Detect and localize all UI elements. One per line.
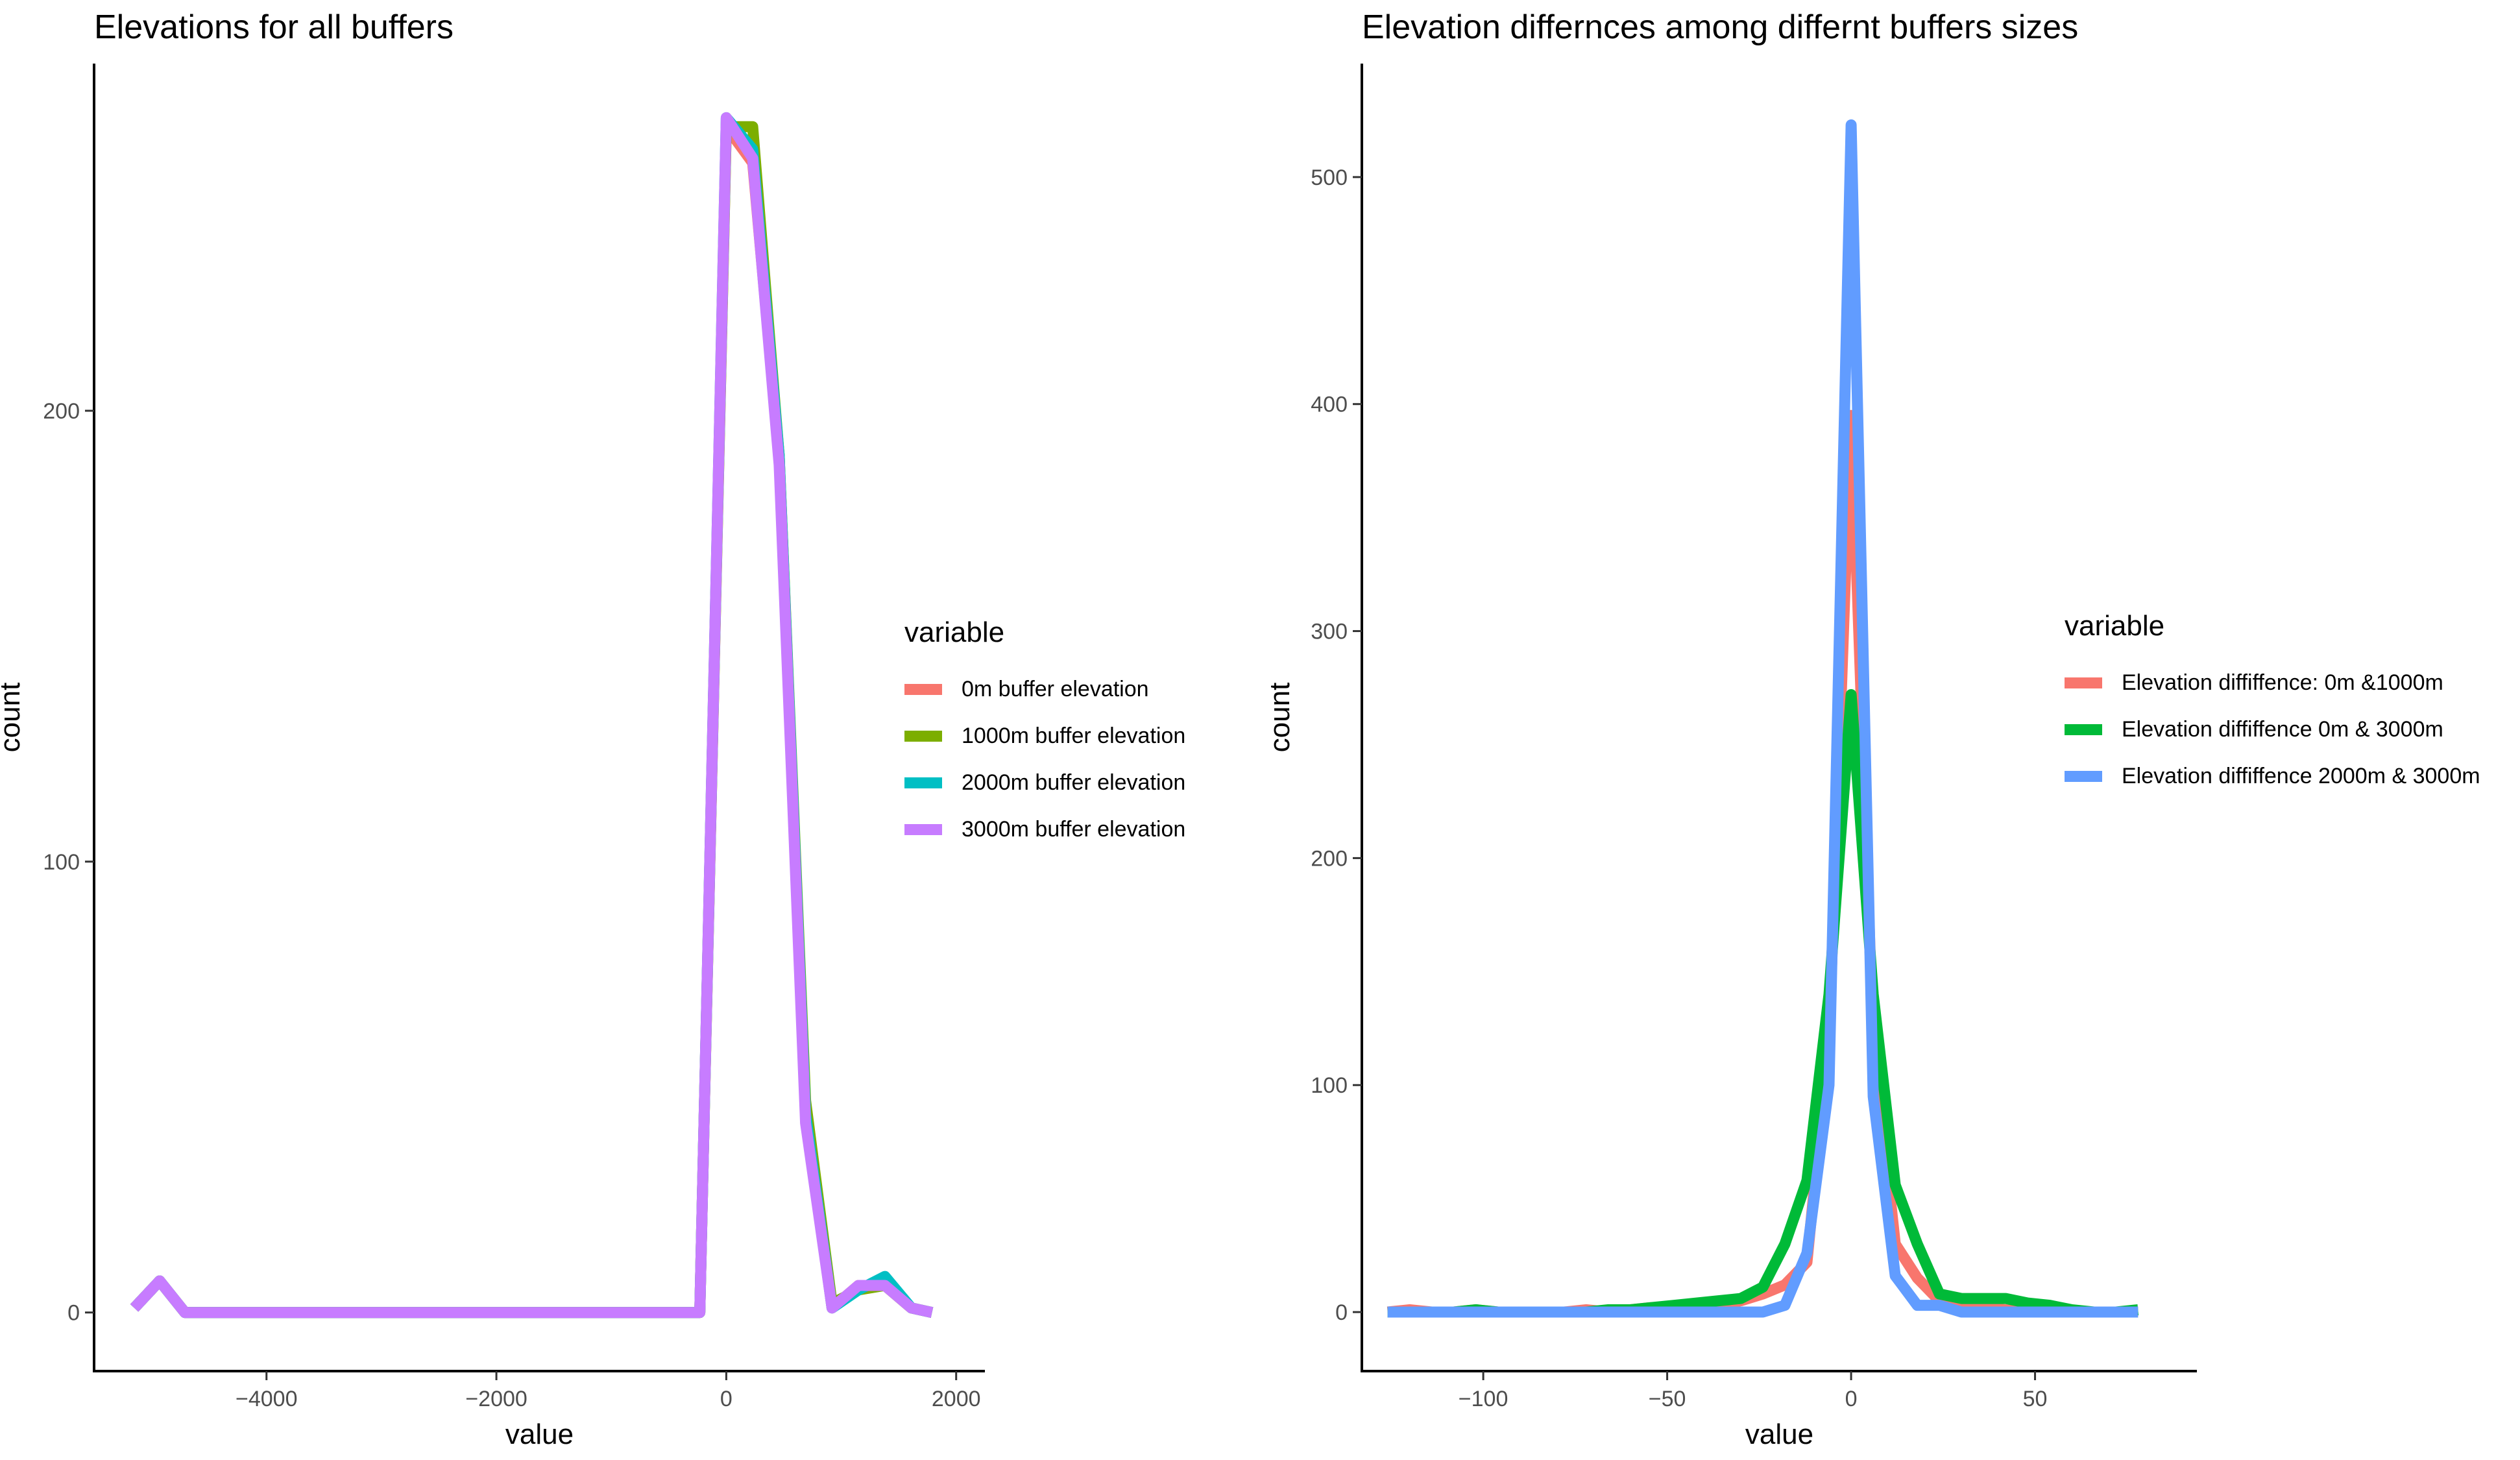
chart-panel-left: Elevations for all buffers −4000 −2000 0 20… bbox=[0, 8, 1185, 1450]
x-tick-label: −4000 bbox=[236, 1387, 298, 1411]
legend-label: Elevation diffiffence 0m & 3000m bbox=[2122, 716, 2443, 742]
plot-area: −4000 −2000 0 2000 0 100 200 value count bbox=[0, 64, 985, 1450]
y-tick-label: 100 bbox=[1311, 1073, 1348, 1098]
legend-item: 0m buffer elevation bbox=[904, 666, 1185, 712]
legend-item: Elevation diffiffence 2000m & 3000m bbox=[2065, 753, 2480, 799]
legend-items: Elevation diffiffence: 0m &1000m Elevatio… bbox=[2065, 659, 2480, 799]
x-tick-label: −100 bbox=[1459, 1387, 1508, 1411]
legend-swatch bbox=[2065, 724, 2102, 735]
legend-title: variable bbox=[904, 616, 1005, 648]
legend-label: 1000m buffer elevation bbox=[962, 723, 1186, 748]
series-line bbox=[130, 112, 934, 1319]
legend-item: Elevation diffiffence 0m & 3000m bbox=[2065, 706, 2480, 753]
x-tick-label: −50 bbox=[1649, 1387, 1686, 1411]
legend-swatch bbox=[904, 777, 942, 788]
chart-title: Elevation differnces among differnt buff… bbox=[1362, 8, 2079, 46]
legend-label: 0m buffer elevation bbox=[962, 676, 1149, 701]
legend-swatch bbox=[2065, 677, 2102, 688]
series-line bbox=[1387, 409, 2138, 1318]
y-axis-title: count bbox=[1264, 683, 1296, 753]
legend-items: 0m buffer elevation 1000m buffer elevatio… bbox=[904, 666, 1185, 853]
y-tick-label: 0 bbox=[1335, 1300, 1348, 1325]
y-tick-label: 200 bbox=[1311, 846, 1348, 871]
y-tick-label: 400 bbox=[1311, 393, 1348, 417]
legend: variable Elevation diffiffence: 0m &1000… bbox=[2065, 610, 2480, 799]
y-tick-label: 300 bbox=[1311, 620, 1348, 644]
x-tick-label: 0 bbox=[1845, 1387, 1858, 1411]
legend-swatch bbox=[904, 730, 942, 742]
y-axis-title: count bbox=[0, 683, 26, 753]
legend-label: 2000m buffer elevation bbox=[962, 770, 1186, 795]
legend-swatch bbox=[904, 683, 942, 695]
legend-item: 1000m buffer elevation bbox=[904, 712, 1185, 759]
series-line bbox=[1387, 119, 2138, 1318]
x-tick-label: −2000 bbox=[465, 1387, 527, 1411]
x-axis-title: value bbox=[1745, 1418, 1813, 1450]
legend-swatch bbox=[904, 823, 942, 835]
legend-item: 2000m buffer elevation bbox=[904, 759, 1185, 806]
legend-title: variable bbox=[2065, 610, 2165, 642]
legend-label: Elevation diffiffence 2000m & 3000m bbox=[2122, 763, 2480, 788]
legend-label: Elevation diffiffence: 0m &1000m bbox=[2122, 670, 2443, 695]
legend-item: Elevation diffiffence: 0m &1000m bbox=[2065, 659, 2480, 706]
chart-panel-right: Elevation differnces among differnt buff… bbox=[1260, 0, 2520, 1460]
x-tick-label: 2000 bbox=[932, 1387, 981, 1411]
series-line bbox=[1387, 689, 2139, 1318]
x-tick-label: 0 bbox=[720, 1387, 733, 1411]
y-tick-label: 0 bbox=[67, 1301, 80, 1326]
legend-item: 3000m buffer elevation bbox=[904, 806, 1185, 853]
legend-label: 3000m buffer elevation bbox=[962, 816, 1186, 842]
chart-title: Elevations for all buffers bbox=[94, 8, 454, 46]
legend: variable 0m buffer elevation 1000m buffer… bbox=[904, 616, 1185, 853]
x-tick-label: 50 bbox=[2023, 1387, 2048, 1411]
y-tick-label: 500 bbox=[1311, 165, 1348, 190]
legend-swatch bbox=[2065, 770, 2102, 782]
x-axis-title: value bbox=[505, 1418, 574, 1450]
y-tick-label: 100 bbox=[43, 850, 80, 875]
y-tick-label: 200 bbox=[43, 399, 80, 424]
